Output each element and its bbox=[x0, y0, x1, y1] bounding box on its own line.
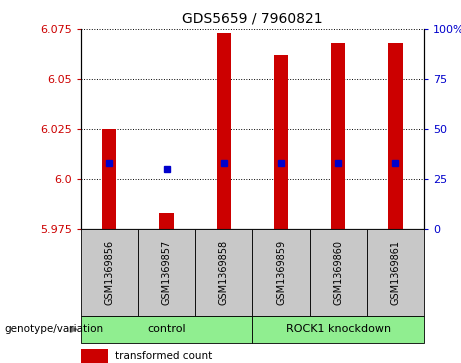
Bar bbox=[252, 229, 310, 316]
Text: GSM1369861: GSM1369861 bbox=[390, 240, 401, 305]
Title: GDS5659 / 7960821: GDS5659 / 7960821 bbox=[182, 11, 323, 25]
Bar bbox=[138, 229, 195, 316]
Bar bbox=[252, 316, 424, 343]
Bar bbox=[217, 33, 231, 229]
Bar bbox=[367, 229, 424, 316]
Bar bbox=[331, 43, 345, 229]
Bar bbox=[310, 229, 367, 316]
Text: control: control bbox=[147, 325, 186, 334]
Bar bbox=[102, 129, 117, 229]
Text: transformed count: transformed count bbox=[115, 351, 212, 361]
Bar bbox=[274, 55, 288, 229]
Text: GSM1369857: GSM1369857 bbox=[161, 240, 171, 305]
Text: genotype/variation: genotype/variation bbox=[5, 325, 104, 334]
Bar bbox=[81, 316, 252, 343]
Bar bbox=[195, 229, 252, 316]
Text: GSM1369860: GSM1369860 bbox=[333, 240, 343, 305]
Text: GSM1369856: GSM1369856 bbox=[104, 240, 114, 305]
Text: ROCK1 knockdown: ROCK1 knockdown bbox=[286, 325, 391, 334]
Bar bbox=[160, 213, 174, 229]
Bar bbox=[81, 229, 138, 316]
Bar bbox=[81, 349, 108, 363]
Bar bbox=[388, 43, 402, 229]
Text: GSM1369859: GSM1369859 bbox=[276, 240, 286, 305]
Text: GSM1369858: GSM1369858 bbox=[219, 240, 229, 305]
